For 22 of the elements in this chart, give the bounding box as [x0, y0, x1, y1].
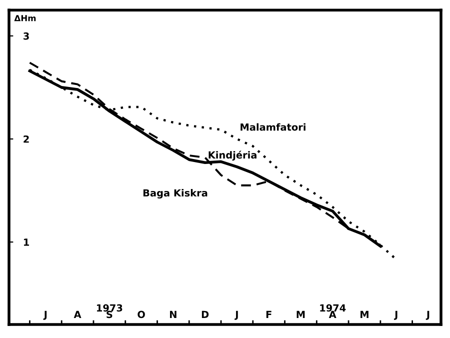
- x-tick-label: S: [106, 310, 112, 318]
- annotation: 1974: [320, 304, 346, 312]
- annotation: 1973: [96, 304, 122, 312]
- x-tick-label: M: [296, 310, 305, 318]
- x-tick-label: A: [74, 310, 82, 318]
- x-tick-label: O: [138, 310, 145, 318]
- x-tick-label: F: [266, 310, 272, 318]
- x-tick-label: J: [426, 310, 430, 320]
- x-tick-label: J: [394, 310, 398, 320]
- y-axis-title: ΔHm: [14, 15, 36, 22]
- series-label: Kindjéria: [208, 150, 256, 161]
- x-tick-label: M: [360, 310, 368, 318]
- y-tick-label: 3: [24, 32, 29, 40]
- y-tick-label: 2: [24, 135, 29, 143]
- x-tick-label: A: [328, 310, 336, 318]
- x-tick-label: J: [43, 310, 47, 320]
- y-tick-label: 1: [24, 238, 29, 246]
- x-tick-label: J: [234, 310, 238, 320]
- x-tick-label: N: [170, 310, 176, 318]
- x-tick-label: D: [202, 310, 209, 318]
- series-label: Malamfatori: [240, 123, 306, 131]
- text: Baga Kiskra: [143, 189, 208, 199]
